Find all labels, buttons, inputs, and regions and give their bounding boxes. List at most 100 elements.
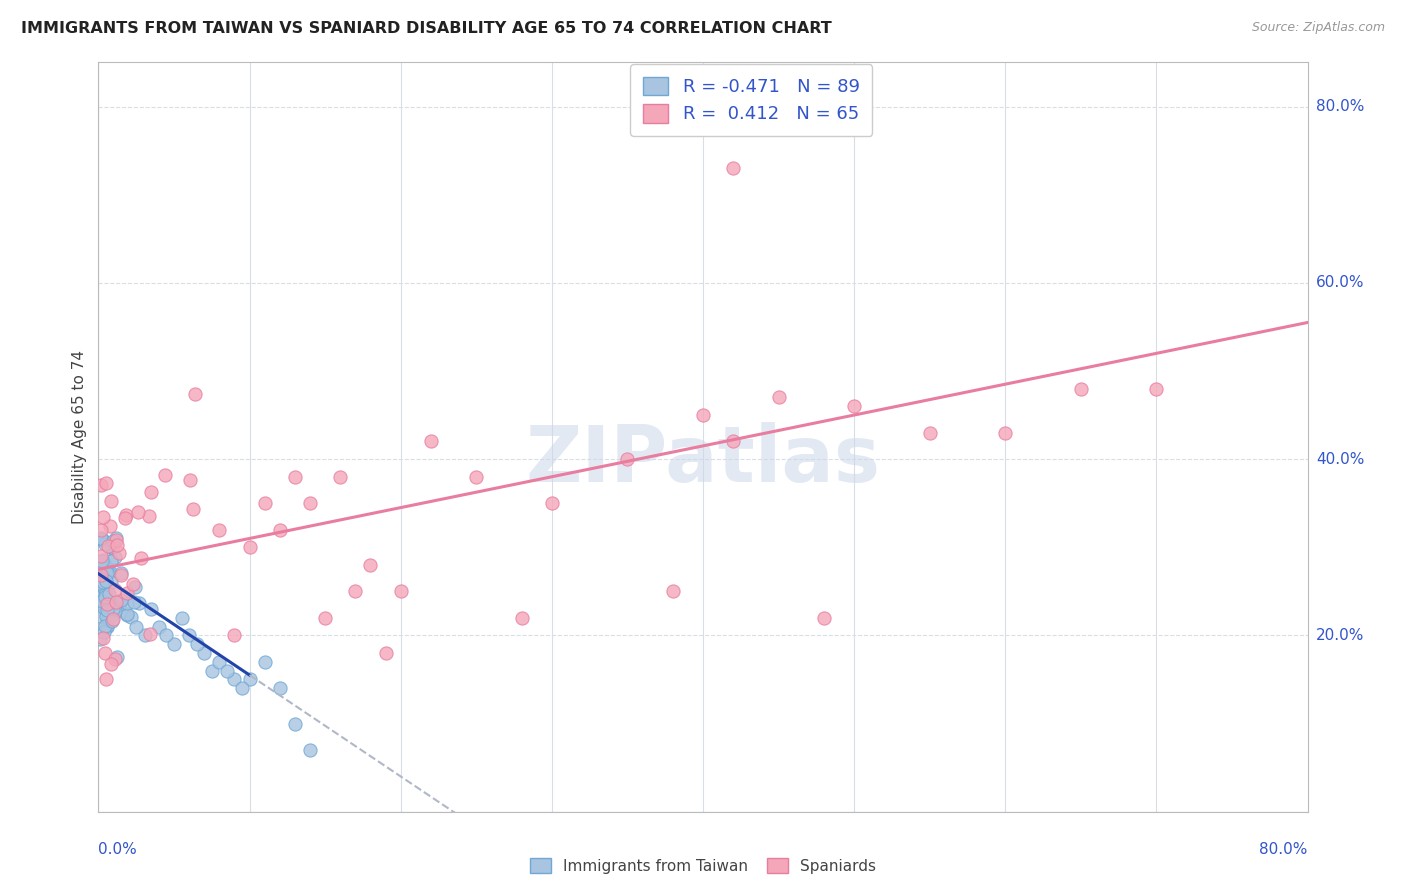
Point	[661, 117, 683, 131]
Text: 80.0%: 80.0%	[1260, 842, 1308, 857]
Point	[97, 612, 120, 626]
Point	[141, 602, 163, 616]
Point	[94, 537, 117, 551]
Point	[314, 611, 336, 625]
Point	[91, 588, 114, 602]
Point	[101, 614, 124, 628]
Point	[93, 577, 115, 591]
Point	[139, 485, 162, 500]
Point	[224, 673, 246, 687]
Point	[108, 546, 131, 560]
Point	[94, 619, 117, 633]
Point	[510, 611, 533, 625]
Point	[91, 631, 114, 645]
Point	[253, 496, 276, 510]
Point	[105, 533, 128, 548]
Legend: Immigrants from Taiwan, Spaniards: Immigrants from Taiwan, Spaniards	[523, 852, 883, 880]
Point	[616, 452, 638, 467]
Point	[91, 509, 114, 524]
Point	[94, 476, 117, 491]
Point	[179, 628, 201, 642]
Point	[96, 597, 118, 611]
Point	[93, 624, 115, 639]
Point	[269, 681, 291, 696]
Point	[100, 553, 122, 567]
Point	[124, 580, 146, 594]
Point	[94, 561, 117, 575]
Text: 60.0%: 60.0%	[1316, 276, 1364, 290]
Point	[90, 567, 112, 582]
Point	[374, 646, 396, 660]
Point	[201, 664, 224, 678]
Point	[139, 626, 162, 640]
Point	[104, 595, 127, 609]
Point	[110, 568, 132, 582]
Text: 0.0%: 0.0%	[98, 842, 138, 857]
Point	[89, 558, 111, 572]
Point	[90, 554, 112, 568]
Point	[90, 566, 112, 580]
Point	[94, 584, 117, 599]
Point	[1070, 382, 1092, 396]
Point	[692, 408, 714, 422]
Point	[103, 602, 125, 616]
Point	[91, 593, 114, 607]
Point	[100, 657, 122, 672]
Point	[114, 511, 136, 525]
Point	[184, 387, 207, 401]
Point	[1144, 382, 1167, 396]
Point	[110, 593, 132, 607]
Point	[94, 559, 117, 574]
Point	[224, 628, 246, 642]
Point	[94, 567, 117, 582]
Point	[101, 534, 124, 549]
Point	[269, 523, 291, 537]
Text: ZIPatlas: ZIPatlas	[526, 422, 880, 498]
Point	[98, 565, 121, 579]
Point	[179, 473, 201, 487]
Point	[723, 434, 745, 449]
Point	[299, 743, 322, 757]
Point	[994, 425, 1017, 440]
Point	[103, 537, 125, 551]
Point	[360, 558, 382, 572]
Point	[105, 532, 128, 546]
Point	[299, 496, 322, 510]
Point	[465, 469, 488, 483]
Point	[239, 541, 262, 555]
Point	[193, 646, 215, 660]
Point	[104, 550, 127, 565]
Point	[117, 607, 139, 622]
Point	[89, 576, 111, 591]
Point	[89, 588, 111, 602]
Point	[89, 632, 111, 646]
Point	[110, 597, 132, 611]
Point	[540, 496, 562, 510]
Point	[96, 566, 118, 580]
Point	[91, 533, 114, 547]
Point	[813, 611, 835, 625]
Point	[420, 434, 443, 449]
Point	[100, 574, 122, 589]
Y-axis label: Disability Age 65 to 74: Disability Age 65 to 74	[72, 350, 87, 524]
Point	[128, 596, 150, 610]
Point	[117, 585, 139, 599]
Text: 80.0%: 80.0%	[1316, 99, 1364, 114]
Point	[104, 652, 127, 666]
Point	[96, 562, 118, 576]
Text: Source: ZipAtlas.com: Source: ZipAtlas.com	[1251, 21, 1385, 34]
Point	[90, 523, 112, 537]
Point	[153, 468, 176, 483]
Point	[89, 571, 111, 585]
Point	[94, 574, 117, 588]
Point	[122, 595, 145, 609]
Point	[138, 508, 160, 523]
Point	[163, 637, 186, 651]
Text: IMMIGRANTS FROM TAIWAN VS SPANIARD DISABILITY AGE 65 TO 74 CORRELATION CHART: IMMIGRANTS FROM TAIWAN VS SPANIARD DISAB…	[21, 21, 832, 36]
Point	[100, 519, 122, 533]
Point	[101, 612, 124, 626]
Legend: R = -0.471   N = 89, R =  0.412   N = 65: R = -0.471 N = 89, R = 0.412 N = 65	[630, 64, 872, 136]
Point	[93, 568, 115, 582]
Point	[170, 611, 193, 625]
Point	[134, 628, 156, 642]
